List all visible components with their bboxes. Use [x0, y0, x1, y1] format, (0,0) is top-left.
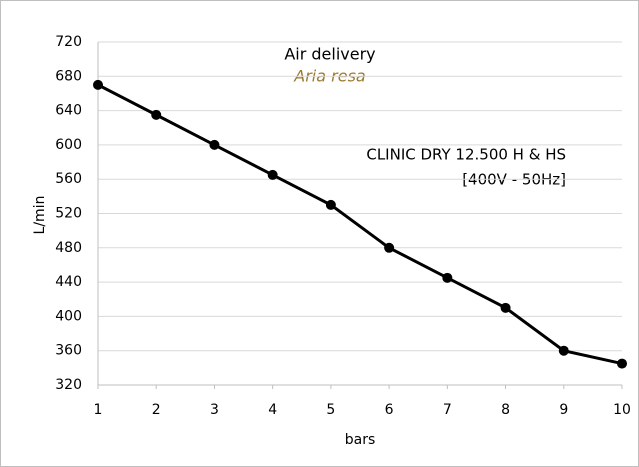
x-tick-label: 9	[559, 402, 568, 418]
line	[97, 83, 623, 366]
chart-title: Air delivery	[284, 45, 375, 64]
x-tick-label: 1	[94, 402, 103, 418]
x-axis-label: bars	[345, 432, 376, 448]
point	[209, 139, 220, 150]
point	[325, 199, 336, 210]
x-tick-label: 8	[501, 402, 510, 418]
point	[617, 358, 627, 369]
point	[500, 302, 511, 313]
y-axis-label: L/min	[32, 196, 48, 235]
point	[93, 79, 103, 90]
point	[442, 272, 453, 283]
x-tick-label: 4	[268, 402, 277, 418]
y-tick-label: 560	[55, 171, 82, 187]
y-tick-label: 440	[55, 274, 82, 290]
y-tick-label: 720	[55, 34, 82, 50]
x-tick-label: 10	[613, 402, 631, 418]
y-tick-label: 480	[55, 240, 82, 256]
x-tick-label: 5	[326, 402, 335, 418]
point	[384, 242, 395, 253]
y-tick-label: 600	[55, 137, 82, 153]
y-tick-label: 680	[55, 68, 82, 84]
x-tick-label: 7	[443, 402, 452, 418]
x-tick-label: 2	[152, 402, 161, 418]
y-tick-label: 360	[55, 343, 82, 359]
x-tick-label: 6	[385, 402, 394, 418]
y-tick-label: 640	[55, 103, 82, 119]
point	[558, 345, 569, 356]
y-tick-label: 320	[55, 377, 82, 393]
x-tick-label: 3	[210, 402, 219, 418]
point	[151, 109, 162, 120]
point	[267, 169, 278, 180]
annotation: CLINIC DRY 12.500 H & HS	[366, 146, 566, 164]
y-tick-label: 520	[55, 206, 82, 222]
y-tick-label: 400	[55, 308, 82, 324]
